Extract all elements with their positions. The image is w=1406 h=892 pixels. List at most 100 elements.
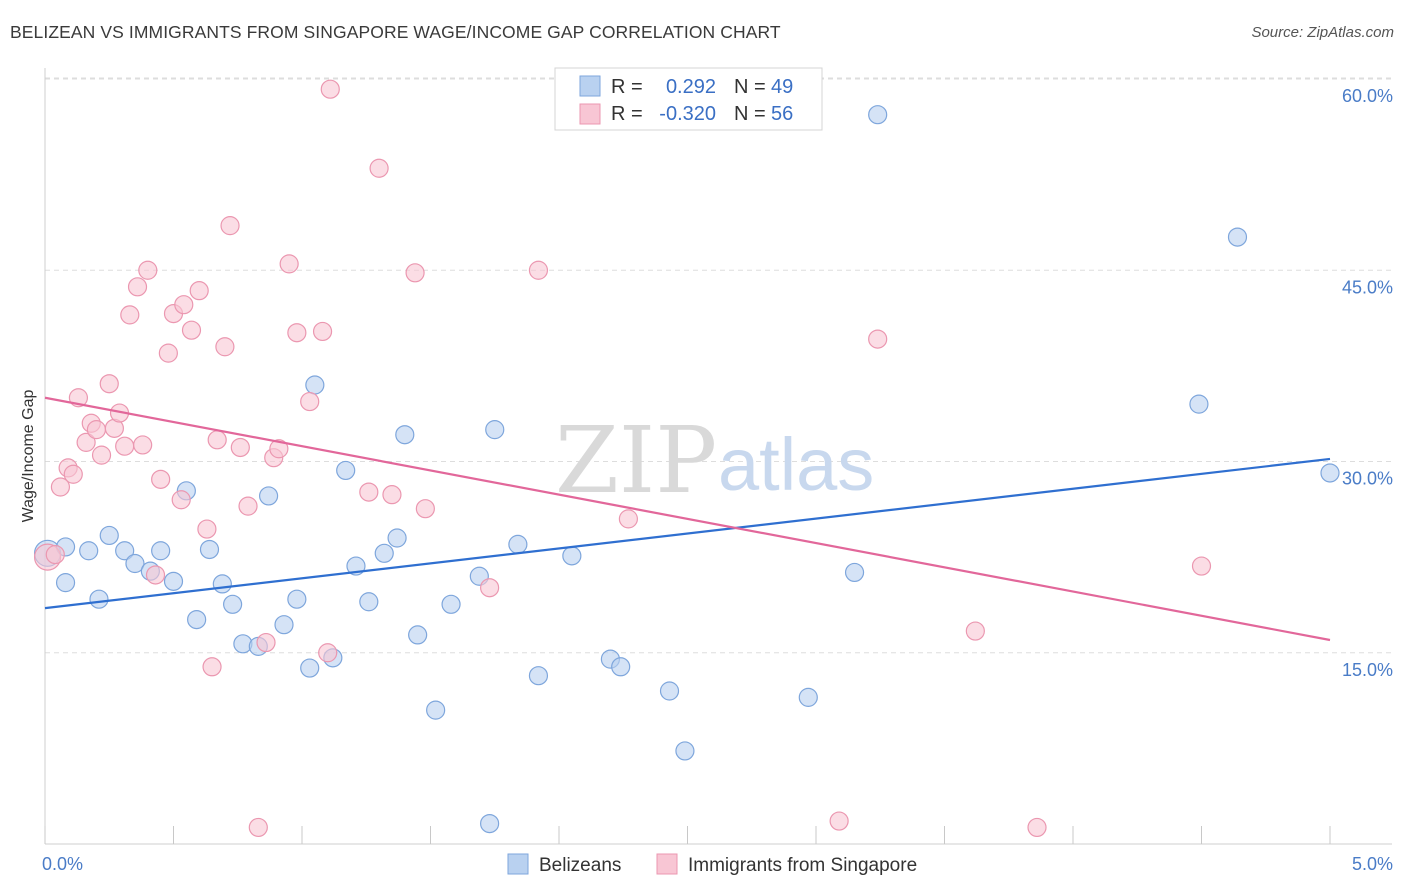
singapore-point (405, 263, 425, 283)
belizean-point (387, 528, 407, 548)
belizean-point (798, 687, 818, 707)
singapore-point (207, 430, 227, 450)
singapore-trend-line (44, 396, 1331, 642)
singapore-point (238, 496, 258, 516)
series-legend: Belizeans Immigrants from Singapore (507, 853, 917, 876)
y-tick-labels: 15.0% 30.0% 45.0% 60.0% (1342, 86, 1393, 680)
x-tick-label-max: 5.0% (1352, 854, 1393, 874)
legend-swatch-pink (579, 103, 601, 125)
belizean-point (223, 594, 243, 614)
singapore-point (138, 260, 158, 280)
legend-swatch-blue (579, 75, 601, 97)
belizean-point (480, 813, 500, 834)
singapore-point (127, 277, 148, 297)
singapore-point (63, 464, 83, 484)
belizean-point (426, 700, 446, 720)
singapore-point (158, 343, 178, 363)
belizean-point (485, 420, 505, 440)
singapore-point (45, 544, 65, 565)
singapore-point (220, 216, 240, 236)
singapore-point (528, 260, 549, 280)
belizean-trend-line (44, 457, 1331, 610)
singapore-point (868, 329, 888, 349)
y-axis-label: Wage/Income Gap (20, 390, 37, 523)
singapore-point (171, 490, 191, 510)
legend-n-label-blue: N = (734, 76, 766, 98)
singapore-point (99, 374, 119, 394)
singapore-point (174, 295, 194, 315)
series-legend-swatch-singapore (656, 853, 678, 875)
trend-layer (44, 396, 1331, 642)
legend-r-value-blue: 0.292 (666, 76, 716, 98)
legend-r-value-pink: -0.320 (659, 103, 716, 125)
singapore-point (86, 420, 107, 440)
legend-n-label-pink: N = (734, 103, 766, 125)
series-legend-label-belizeans: Belizeans (539, 855, 621, 876)
singapore-point (829, 811, 849, 831)
belizean-point (89, 589, 109, 609)
singapore-point (230, 437, 250, 458)
belizean-point (1320, 463, 1340, 483)
watermark-atlas: atlas (718, 423, 874, 506)
singapore-point (1191, 556, 1212, 576)
belizean-point (199, 539, 220, 560)
belizean-point (395, 425, 415, 445)
singapore-point (197, 519, 217, 539)
singapore-point (215, 337, 235, 357)
belizean-point (562, 546, 582, 566)
singapore-point (181, 320, 202, 340)
belizean-point (659, 681, 680, 701)
singapore-point (320, 79, 340, 99)
legend-n-value-blue: 49 (771, 76, 793, 98)
singapore-point (618, 509, 638, 529)
correlation-legend: R = 0.292 N = 49 R = -0.320 N = 56 (554, 67, 823, 131)
singapore-point (115, 436, 135, 456)
singapore-point (189, 281, 209, 301)
singapore-point (382, 485, 402, 505)
belizean-point (274, 615, 294, 635)
belizean-point (212, 574, 232, 594)
chart-title: BELIZEAN VS IMMIGRANTS FROM SINGAPORE WA… (10, 22, 781, 42)
legend-r-label-blue: R = (611, 76, 643, 98)
singapore-point (91, 445, 112, 465)
belizean-point (79, 541, 99, 561)
y-tick-label: 15.0% (1342, 660, 1393, 680)
belizean-point (408, 625, 428, 645)
belizean-point (441, 594, 461, 614)
singapore-point (359, 482, 379, 502)
belizean-point (675, 741, 695, 761)
y-tick-label: 30.0% (1342, 469, 1393, 489)
singapore-point (415, 499, 435, 519)
belizean-point (1227, 227, 1248, 247)
belizean-point (125, 553, 145, 574)
belizean-point (374, 543, 394, 563)
belizean-point (287, 589, 307, 609)
singapore-point (133, 435, 153, 455)
belizean-point (99, 525, 119, 546)
singapore-point (256, 632, 276, 653)
gridlines (45, 77, 1392, 654)
belizean-point (1189, 394, 1209, 414)
y-tick-label: 45.0% (1342, 277, 1393, 297)
singapore-point (202, 657, 222, 677)
watermark-zip: ZIP (555, 407, 717, 514)
belizean-point (305, 375, 325, 395)
legend-n-value-pink: 56 (771, 103, 793, 125)
singapore-point (312, 321, 333, 342)
singapore-point (151, 469, 171, 489)
singapore-point (318, 643, 338, 663)
singapore-point (287, 323, 307, 343)
belizean-point (868, 105, 888, 125)
belizean-point (187, 609, 207, 630)
belizean-point (336, 460, 356, 481)
singapore-point (965, 621, 985, 641)
singapore-point (120, 305, 140, 325)
y-tick-label: 60.0% (1342, 86, 1393, 106)
series-legend-label-singapore: Immigrants from Singapore (688, 855, 917, 876)
belizean-point (300, 658, 320, 678)
singapore-point (50, 477, 71, 497)
singapore-point (300, 391, 320, 412)
belizean-point (844, 562, 865, 583)
x-tick-label-min: 0.0% (42, 854, 83, 874)
